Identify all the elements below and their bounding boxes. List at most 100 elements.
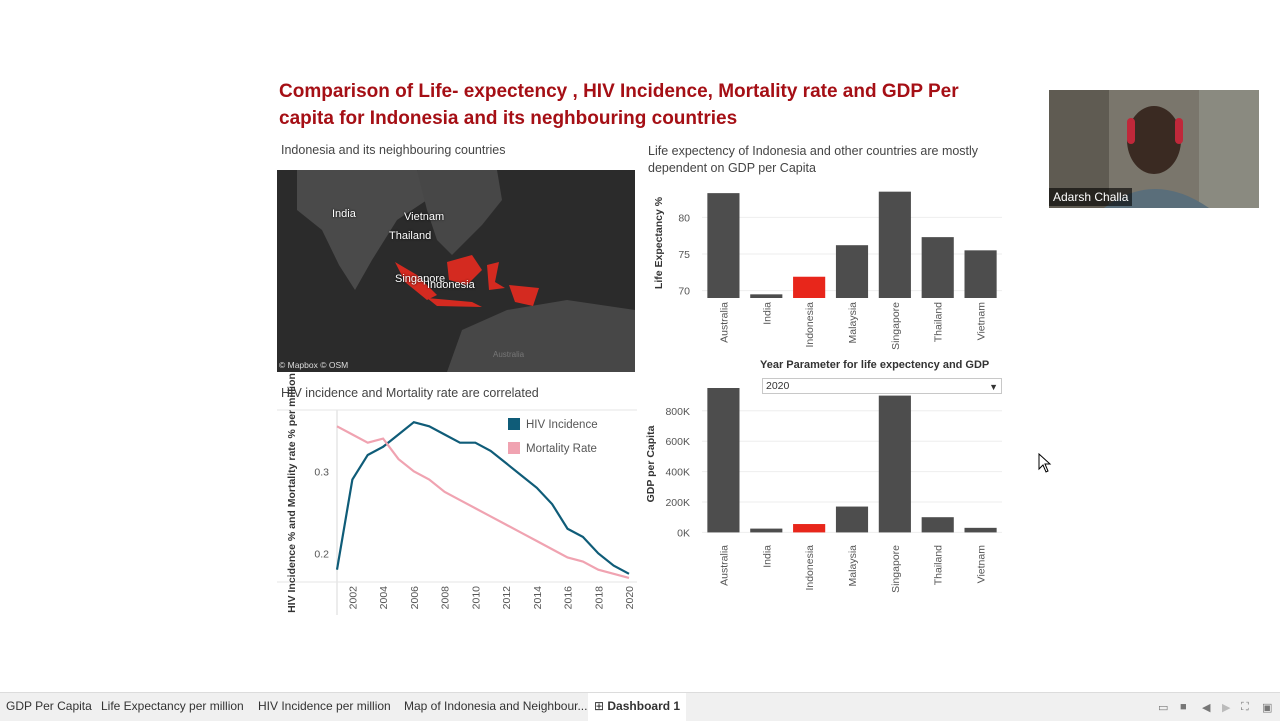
x-tick-label-2006: 2006: [409, 586, 421, 610]
x-tick-label-malaysia: Malaysia: [847, 545, 859, 587]
bar-malaysia: [835, 245, 869, 298]
mouse-cursor-icon: [1038, 453, 1052, 473]
y-tick-label: 0K: [677, 527, 690, 539]
sheet-tab-bar: GDP Per Capita Life Expectancy per milli…: [0, 692, 1280, 721]
y-tick-label: 80: [678, 212, 690, 224]
map-subtitle: Indonesia and its neighbouring countries: [281, 143, 506, 157]
next-sheet-icon[interactable]: ▶: [1222, 702, 1231, 714]
x-tick-label-2002: 2002: [347, 586, 359, 610]
map-label-indonesia: Indonesia: [427, 279, 475, 291]
y-axis-title: Life Expectancy %: [653, 196, 665, 289]
legend-label-hiv-incidence: HIV Incidence: [526, 419, 598, 431]
fullscreen-icon[interactable]: ⛶: [1241, 701, 1249, 713]
sulawesi-shape: [487, 262, 505, 290]
x-tick-label-2020: 2020: [624, 586, 636, 610]
y-tick-label: 0.3: [314, 466, 329, 478]
x-tick-label-2018: 2018: [593, 586, 605, 610]
x-tick-label-singapore: Singapore: [890, 302, 902, 350]
gdp-chart[interactable]: 0K 200K 400K 600K 800K GDP per Capita Australi…: [640, 380, 1010, 605]
hiv-mortality-chart[interactable]: 0.2 0.3 2002 2004 2006 2008 2010 2012 2014 2016 20…: [277, 373, 637, 615]
x-tick-label-india: India: [761, 545, 773, 568]
bar-indonesia: [793, 524, 826, 533]
dashboard-title: Comparison of Life- expectency , HIV Inc…: [279, 81, 959, 129]
legend-swatch-mortality-rate: [508, 442, 520, 454]
tab-map[interactable]: Map of Indonesia and Neighbour...: [404, 699, 588, 713]
life-expectancy-svg: 70 75 80 Life Expectancy % Australia India Ind…: [653, 191, 1002, 350]
present-icon[interactable]: ▣: [1262, 702, 1273, 714]
x-tick-label-indonesia: Indonesia: [804, 302, 816, 348]
java-shape: [427, 298, 482, 307]
papua-shape: [509, 285, 539, 306]
map-view[interactable]: India Vietnam Thailand Singapore Indones…: [277, 170, 635, 372]
x-tick-label-singapore: Singapore: [890, 545, 902, 593]
bar-thailand: [921, 517, 954, 533]
y-tick-label: 70: [678, 286, 690, 298]
dashboard-grid-icon: ⊞: [594, 699, 608, 713]
bar-malaysia: [835, 506, 869, 533]
tab-dashboard-1[interactable]: ⊞ Dashboard 1: [588, 693, 687, 721]
y-tick-label: 200K: [665, 497, 690, 509]
series-line-mortality-rate: [336, 425, 630, 579]
bar-india: [750, 294, 783, 298]
series-line-hiv-incidence: [335, 420, 630, 575]
life-expectancy-chart[interactable]: 70 75 80 Life Expectancy % Australia India Ind…: [640, 180, 1010, 362]
bar-india: [750, 528, 783, 533]
show-tabs-icon[interactable]: ■: [1180, 701, 1187, 713]
hiv-subtitle: HIV incidence and Mortality rate are cor…: [281, 386, 539, 400]
y-axis-title: HIV Incidence % and Mortality rate % per…: [286, 373, 298, 613]
bar-vietnam: [964, 250, 997, 298]
tab-dashboard-label: Dashboard 1: [607, 699, 681, 713]
y-tick-label: 400K: [665, 467, 690, 479]
prev-sheet-icon[interactable]: ◀: [1202, 702, 1211, 714]
legend-label-mortality-rate: Mortality Rate: [526, 443, 597, 455]
x-tick-label-australia: Australia: [718, 545, 730, 586]
map-credit[interactable]: © Mapbox © OSM: [279, 360, 349, 370]
y-tick-label: 800K: [665, 406, 690, 418]
y-tick-label: 0.2: [314, 548, 329, 560]
webcam-overlay: Adarsh Challa: [1049, 90, 1259, 208]
x-tick-label-2010: 2010: [470, 586, 482, 610]
bar-australia: [707, 193, 740, 298]
map-label-australia: Australia: [493, 350, 525, 359]
chevron-down-icon[interactable]: ▼: [989, 382, 998, 392]
life-subtitle: Life expectency of Indonesia and other c…: [648, 144, 979, 175]
x-tick-label-indonesia: Indonesia: [804, 545, 816, 591]
bar-singapore: [878, 191, 911, 298]
webcam-person-image: [1049, 90, 1259, 208]
x-tick-label-2004: 2004: [378, 586, 390, 610]
tab-hiv-incidence[interactable]: HIV Incidence per million: [258, 699, 391, 713]
borneo-shape: [447, 255, 482, 285]
map-shapes: [297, 170, 635, 372]
bar-indonesia: [793, 276, 826, 298]
map-label-vietnam: Vietnam: [404, 211, 445, 223]
x-tick-label-2012: 2012: [501, 586, 513, 610]
x-tick-label-australia: Australia: [718, 302, 730, 343]
x-tick-label-vietnam: Vietnam: [976, 302, 988, 341]
x-tick-label-2016: 2016: [563, 586, 575, 610]
map-label-singapore: Singapore: [395, 273, 446, 285]
india-land: [297, 170, 427, 290]
bar-thailand: [921, 237, 954, 298]
australia-land: [447, 300, 635, 372]
legend-swatch-hiv-incidence: [508, 418, 520, 430]
tab-gdp-per-capita[interactable]: GDP Per Capita: [6, 699, 92, 713]
bar-singapore: [878, 395, 911, 533]
year-parameter-value: 2020: [766, 380, 790, 392]
sumatra-shape: [395, 262, 437, 300]
indochina-land: [417, 170, 502, 255]
y-tick-label: 75: [678, 249, 690, 261]
x-tick-label-malaysia: Malaysia: [847, 302, 859, 344]
bar-australia: [707, 388, 740, 533]
show-filmstrip-icon[interactable]: ▭: [1158, 702, 1169, 714]
year-parameter-dropdown[interactable]: 2020 ▼: [762, 378, 1002, 394]
x-tick-label-thailand: Thailand: [933, 302, 945, 342]
tab-life-expectancy[interactable]: Life Expectancy per million: [101, 699, 244, 713]
map-label-india: India: [332, 208, 356, 220]
x-tick-label-2008: 2008: [440, 586, 452, 610]
map-label-thailand: Thailand: [389, 230, 432, 242]
year-parameter-label: Year Parameter for life expectency and G…: [760, 359, 990, 371]
y-tick-label: 600K: [665, 436, 690, 448]
x-tick-label-2014: 2014: [532, 586, 544, 610]
gdp-svg: 0K 200K 400K 600K 800K GDP per Capita Australi…: [645, 388, 1002, 593]
x-tick-label-india: India: [761, 302, 773, 325]
